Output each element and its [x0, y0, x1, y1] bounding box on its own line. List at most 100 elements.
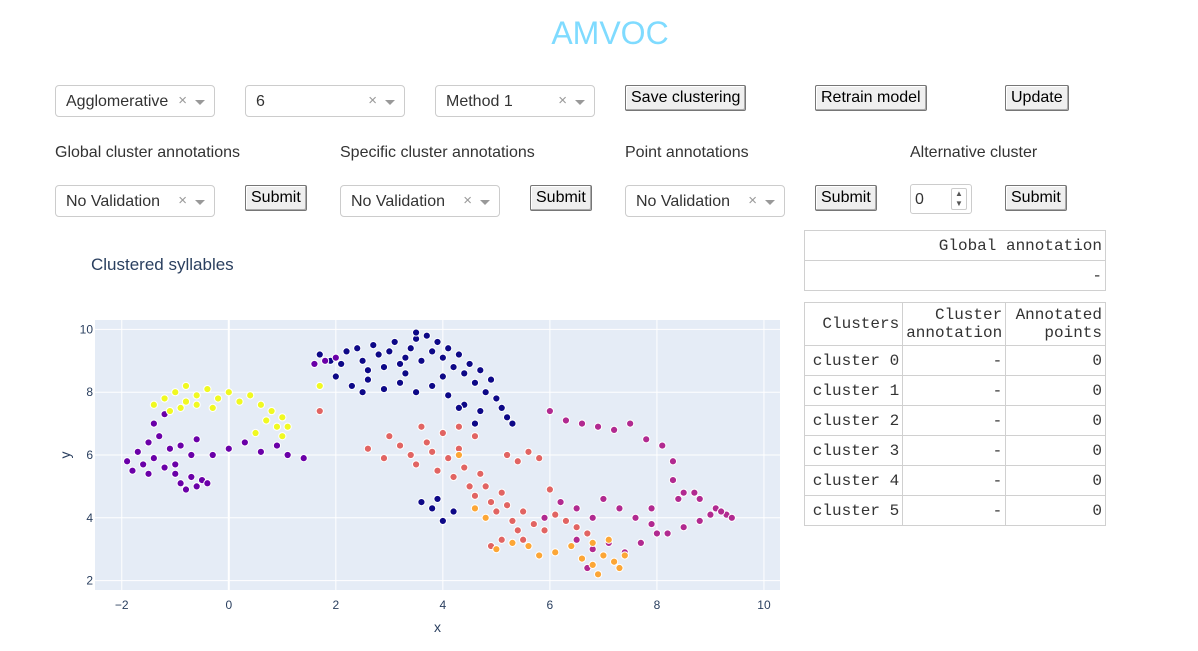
data-point[interactable] [449, 472, 458, 482]
data-point[interactable] [647, 519, 656, 529]
data-point[interactable] [385, 432, 394, 441]
data-point[interactable] [652, 529, 662, 538]
specific-submit-button[interactable]: Submit [530, 185, 592, 211]
data-point[interactable] [695, 494, 704, 504]
data-point[interactable] [545, 485, 554, 494]
alternative-cluster-input[interactable]: 0 ▲ ▼ [910, 184, 972, 214]
data-point[interactable] [379, 384, 389, 394]
data-point[interactable] [149, 454, 158, 463]
data-point[interactable] [486, 375, 496, 384]
data-point[interactable] [433, 466, 442, 475]
data-point[interactable] [663, 529, 672, 538]
data-point[interactable] [428, 381, 437, 391]
data-point[interactable] [267, 406, 276, 416]
data-point[interactable] [187, 472, 196, 482]
data-point[interactable] [460, 369, 469, 378]
data-point[interactable] [438, 353, 447, 362]
data-point[interactable] [406, 344, 415, 353]
data-point[interactable] [176, 403, 185, 413]
data-point[interactable] [428, 347, 437, 356]
data-point[interactable] [717, 507, 726, 516]
data-point[interactable] [508, 538, 517, 548]
data-point[interactable] [401, 369, 410, 378]
data-point[interactable] [379, 362, 389, 372]
data-point[interactable] [593, 570, 603, 579]
clear-icon[interactable]: × [748, 192, 757, 209]
chevron-down-icon[interactable] [575, 100, 585, 105]
data-point[interactable] [315, 381, 324, 391]
data-point[interactable] [497, 535, 506, 544]
data-point[interactable] [599, 551, 608, 560]
point-validation-dropdown[interactable]: No Validation × [625, 185, 785, 217]
data-point[interactable] [454, 403, 464, 413]
chevron-down-icon[interactable] [195, 200, 205, 205]
data-point[interactable] [171, 469, 180, 478]
data-point[interactable] [438, 516, 447, 526]
algorithm-dropdown[interactable]: Agglomerative × [55, 85, 215, 117]
data-point[interactable] [583, 529, 592, 538]
data-point[interactable] [481, 388, 490, 397]
data-point[interactable] [610, 425, 619, 434]
data-point[interactable] [203, 384, 212, 394]
data-point[interactable] [395, 359, 405, 369]
data-point[interactable] [540, 526, 549, 535]
data-point[interactable] [272, 441, 282, 450]
retrain-model-button[interactable]: Retrain model [815, 85, 927, 111]
data-point[interactable] [256, 400, 265, 409]
method-dropdown[interactable]: Method 1 × [435, 85, 595, 117]
data-point[interactable] [411, 460, 421, 469]
data-point[interactable] [615, 504, 624, 513]
data-point[interactable] [283, 450, 292, 460]
point-submit-button[interactable]: Submit [815, 185, 877, 211]
data-point[interactable] [171, 388, 180, 397]
data-point[interactable] [128, 466, 137, 475]
data-point[interactable] [588, 538, 597, 548]
data-point[interactable] [535, 551, 544, 560]
data-point[interactable] [486, 497, 496, 507]
data-point[interactable] [133, 447, 142, 456]
data-point[interactable] [422, 438, 431, 447]
data-point[interactable] [417, 497, 426, 507]
data-point[interactable] [647, 504, 656, 513]
data-point[interactable] [454, 422, 464, 431]
data-point[interactable] [192, 391, 201, 400]
data-points[interactable] [123, 328, 736, 579]
data-point[interactable] [679, 488, 688, 497]
data-point[interactable] [363, 444, 373, 453]
data-point[interactable] [406, 450, 415, 460]
data-point[interactable] [631, 513, 640, 522]
data-point[interactable] [337, 359, 346, 369]
data-point[interactable] [181, 397, 191, 406]
data-point[interactable] [551, 510, 560, 519]
data-point[interactable] [342, 347, 351, 356]
data-point[interactable] [588, 513, 597, 522]
data-point[interactable] [422, 331, 431, 340]
data-point[interactable] [524, 541, 533, 551]
clear-icon[interactable]: × [178, 92, 187, 109]
data-point[interactable] [353, 344, 362, 353]
clear-icon[interactable]: × [178, 192, 187, 209]
data-point[interactable] [331, 353, 340, 362]
data-point[interactable] [149, 400, 158, 409]
data-point[interactable] [433, 337, 442, 347]
data-point[interactable] [690, 488, 699, 497]
data-point[interactable] [171, 460, 180, 469]
data-point[interactable] [599, 494, 608, 504]
data-point[interactable] [433, 494, 442, 504]
data-point[interactable] [492, 545, 501, 554]
data-point[interactable] [438, 372, 447, 381]
data-point[interactable] [572, 504, 581, 513]
data-point[interactable] [428, 504, 437, 513]
data-point[interactable] [165, 444, 175, 453]
data-point[interactable] [481, 513, 490, 522]
data-point[interactable] [561, 416, 571, 425]
data-point[interactable] [470, 504, 480, 513]
scatter-plot[interactable]: Clustered syllables −2 0 2 4 6 8 10 2 4 6 8 10 x y [0, 230, 800, 651]
data-point[interactable] [417, 422, 426, 431]
data-point[interactable] [315, 406, 324, 416]
specific-validation-dropdown[interactable]: No Validation × [340, 185, 500, 217]
data-point[interactable] [636, 538, 645, 548]
data-point[interactable] [315, 350, 324, 359]
update-button[interactable]: Update [1005, 85, 1069, 111]
data-point[interactable] [492, 394, 501, 403]
